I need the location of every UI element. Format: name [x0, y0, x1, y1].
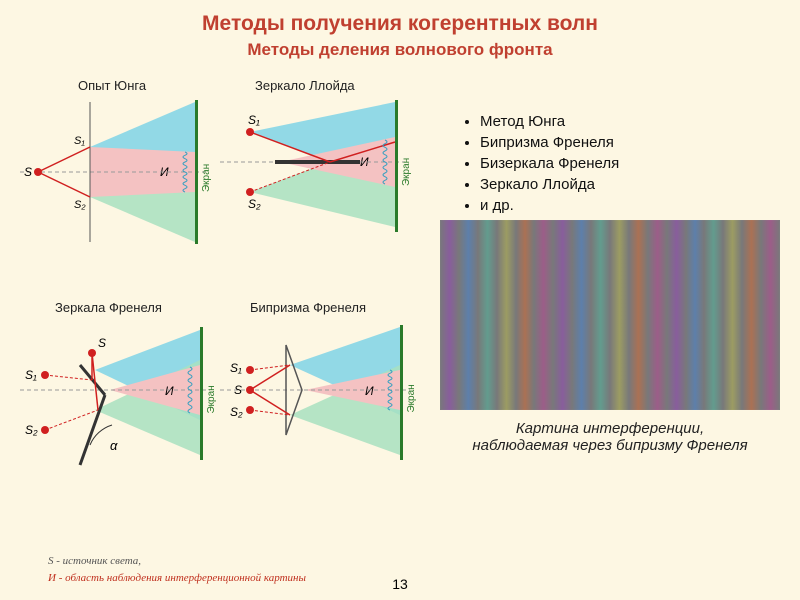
svg-text:Экран: Экран	[201, 164, 212, 192]
fringe	[534, 220, 553, 410]
svg-text:S₂: S₂	[74, 199, 86, 211]
svg-text:S₂: S₂	[230, 405, 243, 419]
svg-text:Экран: Экран	[401, 158, 412, 186]
svg-text:Экран: Экран	[406, 384, 417, 412]
diag3-label: Зеркала Френеля	[55, 300, 162, 315]
svg-text:И: И	[165, 384, 174, 398]
fringe	[723, 220, 742, 410]
fringe	[553, 220, 572, 410]
interference-pattern	[440, 220, 780, 410]
diag2-label: Зеркало Ллойда	[255, 78, 355, 93]
svg-text:α: α	[110, 438, 118, 453]
svg-text:S: S	[234, 383, 242, 397]
svg-text:S₁: S₁	[25, 368, 37, 382]
method-item: и др.	[480, 197, 619, 214]
fresnel-mirrors-diagram: И S S₁ S₂ α Экран	[20, 315, 220, 515]
fringe	[686, 220, 705, 410]
svg-text:S₂: S₂	[248, 197, 261, 211]
fringe	[610, 220, 629, 410]
svg-text:S₁: S₁	[74, 135, 85, 147]
caption-line2: наблюдаемая через бипризму Френеля	[472, 437, 747, 454]
diag1-label: Опыт Юнга	[78, 78, 146, 93]
pattern-caption: Картина интерференции, наблюдаемая через…	[440, 420, 780, 454]
svg-text:S₁: S₁	[248, 113, 260, 127]
svg-text:Экран: Экран	[206, 385, 217, 413]
fringe	[742, 220, 761, 410]
svg-text:S: S	[24, 165, 32, 179]
fringe	[516, 220, 535, 410]
svg-text:S₁: S₁	[230, 361, 242, 375]
diag4-label: Бипризма Френеля	[250, 300, 366, 315]
page-subtitle: Методы деления волнового фронта	[0, 40, 800, 60]
method-item: Бипризма Френеля	[480, 134, 619, 151]
svg-text:S₂: S₂	[25, 423, 38, 437]
fresnel-biprism-diagram: И S S₁ S₂ Экран	[220, 315, 420, 495]
fringe	[667, 220, 686, 410]
fringe	[572, 220, 591, 410]
method-list: Метод Юнга Бипризма Френеля Бизеркала Френ…	[440, 113, 619, 218]
method-item: Метод Юнга	[480, 113, 619, 130]
fringe	[629, 220, 648, 410]
fringe	[478, 220, 497, 410]
young-diagram: ИSS₁S₂Экран	[20, 92, 220, 262]
lloyd-diagram: ИS₁S₂Экран	[220, 92, 420, 262]
caption-line1: Картина интерференции,	[516, 420, 704, 437]
fringe	[704, 220, 723, 410]
legend-source: S - источник света,	[48, 555, 141, 567]
svg-text:S: S	[98, 336, 106, 350]
page-number: 13	[0, 576, 800, 592]
fringe	[591, 220, 610, 410]
fringe	[761, 220, 780, 410]
fringe	[459, 220, 478, 410]
page-title: Методы получения когерентных волн	[0, 0, 800, 36]
fringe	[440, 220, 459, 410]
fringe	[497, 220, 516, 410]
method-item: Зеркало Ллойда	[480, 176, 619, 193]
method-item: Бизеркала Френеля	[480, 155, 619, 172]
fringe	[648, 220, 667, 410]
svg-text:И: И	[365, 384, 374, 398]
